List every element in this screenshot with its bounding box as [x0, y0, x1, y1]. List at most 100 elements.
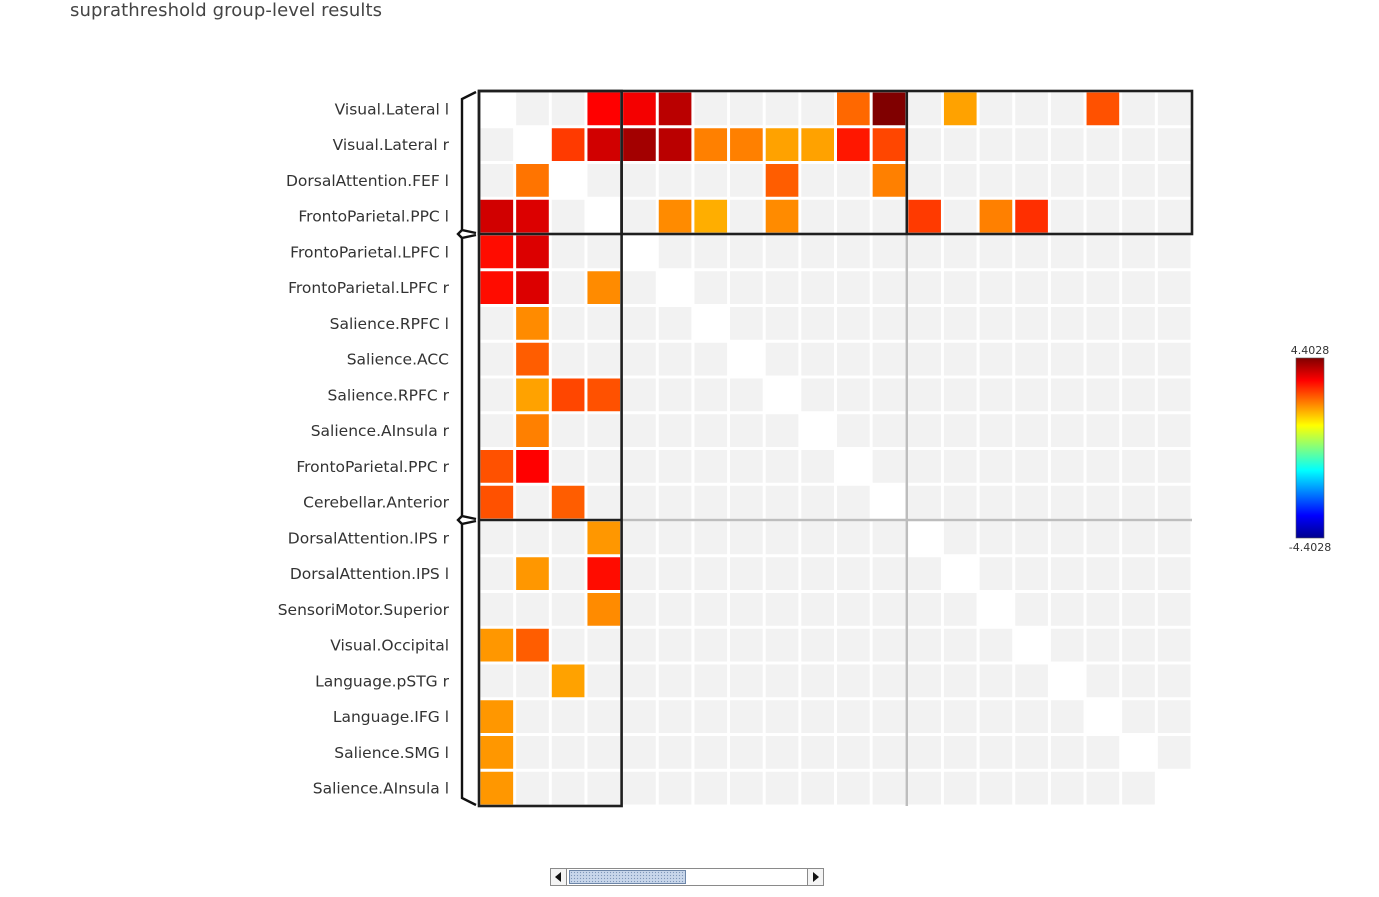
heatmap-cell[interactable]: [658, 164, 692, 197]
heatmap-cell[interactable]: [872, 593, 906, 626]
heatmap-cell[interactable]: [1157, 700, 1191, 733]
heatmap-cell[interactable]: [872, 557, 906, 590]
heatmap-cell[interactable]: [765, 521, 799, 555]
heatmap-cell-significant[interactable]: [480, 485, 514, 519]
heatmap-cell[interactable]: [623, 664, 656, 698]
heatmap-cell[interactable]: [587, 771, 621, 805]
heatmap-cell-significant[interactable]: [551, 128, 585, 161]
heatmap-cell[interactable]: [872, 414, 906, 447]
heatmap-cell[interactable]: [730, 628, 763, 662]
heatmap-cell-significant[interactable]: [480, 700, 514, 733]
heatmap-cell-significant[interactable]: [480, 771, 514, 805]
heatmap-cell[interactable]: [730, 664, 763, 698]
heatmap-cell[interactable]: [801, 235, 834, 269]
heatmap-cell[interactable]: [658, 485, 692, 519]
heatmap-cell[interactable]: [1157, 92, 1191, 126]
heatmap-cell[interactable]: [908, 771, 941, 805]
heatmap-cell[interactable]: [872, 664, 906, 698]
heatmap-cell[interactable]: [1157, 342, 1191, 376]
heatmap-cell[interactable]: [908, 307, 941, 340]
row-label[interactable]: Salience.RPFC r: [328, 386, 450, 404]
heatmap-cell[interactable]: [872, 700, 906, 733]
heatmap-cell[interactable]: [730, 164, 763, 197]
heatmap-cell[interactable]: [801, 664, 834, 698]
heatmap-cell[interactable]: [1050, 128, 1084, 161]
heatmap-cell[interactable]: [943, 164, 977, 197]
heatmap-cell[interactable]: [730, 378, 763, 412]
heatmap-cell[interactable]: [979, 378, 1013, 412]
heatmap-cell[interactable]: [516, 736, 549, 769]
heatmap-cell[interactable]: [1086, 199, 1120, 233]
heatmap-cell-significant[interactable]: [694, 128, 728, 161]
heatmap-cell[interactable]: [587, 700, 621, 733]
heatmap-cell[interactable]: [551, 771, 585, 805]
heatmap-cell[interactable]: [587, 628, 621, 662]
heatmap-cell-diagonal[interactable]: [623, 235, 656, 269]
heatmap-cell[interactable]: [801, 593, 834, 626]
heatmap-cell[interactable]: [837, 342, 870, 376]
heatmap-cell[interactable]: [801, 700, 834, 733]
heatmap-cell[interactable]: [1050, 736, 1084, 769]
heatmap-cell[interactable]: [801, 378, 834, 412]
heatmap-cell[interactable]: [1122, 414, 1155, 447]
heatmap-cell-significant[interactable]: [587, 557, 621, 590]
heatmap-cell[interactable]: [765, 700, 799, 733]
heatmap-cell[interactable]: [1050, 557, 1084, 590]
row-label[interactable]: Visual.Occipital: [330, 637, 449, 655]
heatmap-cell[interactable]: [1086, 450, 1120, 483]
heatmap-cell[interactable]: [516, 485, 549, 519]
heatmap-cell[interactable]: [837, 771, 870, 805]
heatmap-cell[interactable]: [837, 664, 870, 698]
heatmap-cell[interactable]: [623, 342, 656, 376]
heatmap-cell-significant[interactable]: [480, 628, 514, 662]
heatmap-cell[interactable]: [837, 628, 870, 662]
heatmap-cell-significant[interactable]: [480, 235, 514, 269]
heatmap-cell-significant[interactable]: [480, 736, 514, 769]
heatmap-cell[interactable]: [623, 164, 656, 197]
heatmap-cell[interactable]: [837, 164, 870, 197]
heatmap-cell[interactable]: [837, 199, 870, 233]
heatmap-cell[interactable]: [587, 450, 621, 483]
row-label[interactable]: FrontoParietal.PPC l: [298, 208, 449, 226]
heatmap-cell[interactable]: [587, 164, 621, 197]
heatmap-cell[interactable]: [1015, 700, 1048, 733]
heatmap-cell[interactable]: [1086, 736, 1120, 769]
row-label[interactable]: FrontoParietal.LPFC l: [290, 243, 449, 261]
heatmap-cell[interactable]: [943, 628, 977, 662]
heatmap-cell[interactable]: [623, 557, 656, 590]
heatmap-cell[interactable]: [623, 271, 656, 304]
horizontal-scrollbar[interactable]: [550, 868, 824, 886]
heatmap-cell-significant[interactable]: [516, 164, 549, 197]
heatmap-cell[interactable]: [1086, 628, 1120, 662]
heatmap-cell[interactable]: [658, 771, 692, 805]
heatmap-cell[interactable]: [908, 485, 941, 519]
heatmap-cell-significant[interactable]: [516, 628, 549, 662]
heatmap-cell-diagonal[interactable]: [551, 164, 585, 197]
heatmap-cell-significant[interactable]: [837, 128, 870, 161]
heatmap-cell[interactable]: [1157, 378, 1191, 412]
heatmap-cell[interactable]: [1050, 271, 1084, 304]
heatmap-cell[interactable]: [1015, 164, 1048, 197]
heatmap-cell-significant[interactable]: [587, 128, 621, 161]
heatmap-cell[interactable]: [801, 164, 834, 197]
heatmap-cell[interactable]: [979, 700, 1013, 733]
heatmap-cell[interactable]: [801, 199, 834, 233]
heatmap-cell[interactable]: [1122, 521, 1155, 555]
heatmap-cell[interactable]: [943, 664, 977, 698]
heatmap-cell[interactable]: [587, 736, 621, 769]
heatmap-cell[interactable]: [1015, 521, 1048, 555]
heatmap-cell-significant[interactable]: [551, 664, 585, 698]
heatmap-cell-significant[interactable]: [872, 128, 906, 161]
heatmap-cell[interactable]: [1050, 235, 1084, 269]
heatmap-cell-significant[interactable]: [765, 199, 799, 233]
heatmap-cell[interactable]: [1122, 664, 1155, 698]
heatmap-cell[interactable]: [658, 557, 692, 590]
heatmap-cell[interactable]: [908, 593, 941, 626]
heatmap-cell[interactable]: [1122, 271, 1155, 304]
heatmap-cell[interactable]: [587, 485, 621, 519]
heatmap-cell[interactable]: [801, 450, 834, 483]
heatmap-cell-diagonal[interactable]: [730, 342, 763, 376]
heatmap-cell[interactable]: [587, 664, 621, 698]
heatmap-cell[interactable]: [872, 342, 906, 376]
heatmap-cell-significant[interactable]: [516, 307, 549, 340]
